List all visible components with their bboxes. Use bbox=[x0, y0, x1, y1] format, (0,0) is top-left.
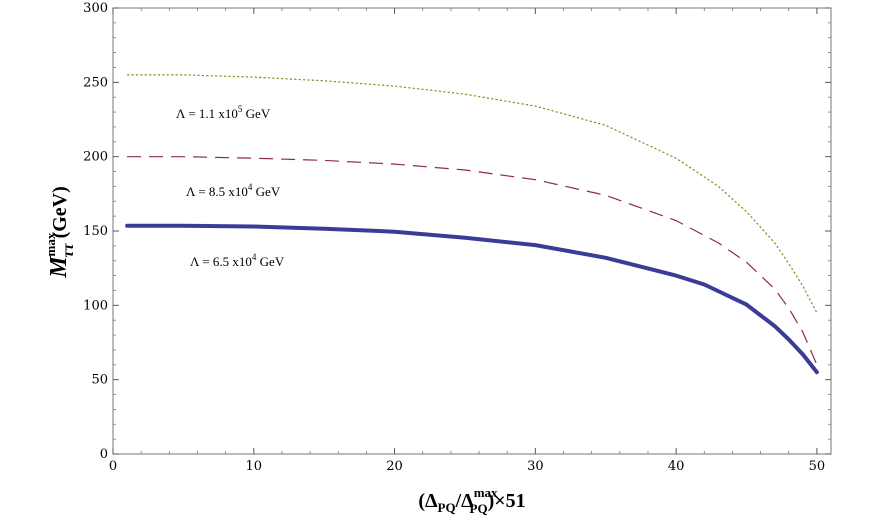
x-tick-label: 10 bbox=[246, 459, 263, 474]
series-label-2: Λ = 8.5 x104 GeV bbox=[186, 182, 281, 199]
series-label-1: Λ = 1.1 x105 GeV bbox=[176, 104, 271, 121]
y-axis-title: Mmax ττ (GeV) bbox=[43, 186, 77, 279]
y-tick-label: 300 bbox=[83, 1, 108, 16]
series-line-2 bbox=[127, 156, 818, 366]
series-label-3: Λ = 6.5 x104 GeV bbox=[190, 252, 285, 269]
axis-ticks: 0 10 20 30 40 50 0 50 100 150 200 250 300 bbox=[83, 1, 831, 474]
y-tick-label: 0 bbox=[100, 447, 108, 462]
y-tick-label: 100 bbox=[83, 298, 108, 313]
x-tick-label: 0 bbox=[109, 459, 117, 474]
y-tick-label: 200 bbox=[83, 150, 108, 165]
y-tick-label: 50 bbox=[91, 373, 108, 388]
plot-frame bbox=[112, 7, 832, 455]
series-line-1 bbox=[127, 74, 818, 314]
series-lines bbox=[125, 74, 819, 375]
x-tick-label: 30 bbox=[527, 459, 544, 474]
x-tick-label: 50 bbox=[809, 459, 826, 474]
y-tick-label: 150 bbox=[83, 224, 108, 239]
x-axis-title: (ΔPQ/Δmax PQ)×51 bbox=[418, 485, 525, 516]
x-tick-label: 40 bbox=[668, 459, 685, 474]
y-tick-label: 250 bbox=[83, 75, 108, 90]
series-line-3 bbox=[125, 223, 819, 375]
x-tick-label: 20 bbox=[386, 459, 403, 474]
